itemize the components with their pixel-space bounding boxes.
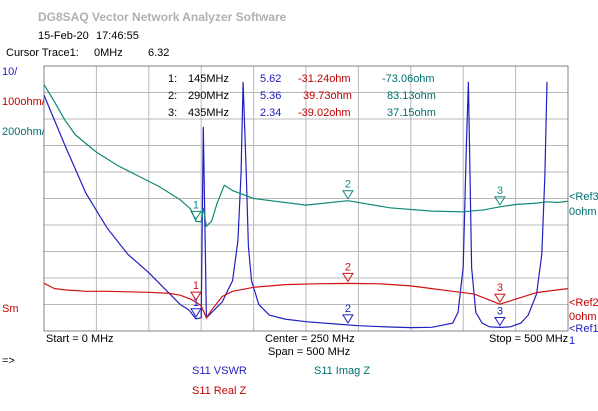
ref1-label: <Ref1 bbox=[569, 323, 598, 335]
axis-span-label: Span = 500 MHz bbox=[268, 346, 351, 358]
marker-1-freq: 145MHz bbox=[188, 73, 229, 85]
marker-2-triangle bbox=[342, 272, 354, 283]
ref2-value: 0ohm bbox=[569, 311, 597, 323]
marker-2-label: 2 bbox=[345, 261, 351, 273]
plot-frame bbox=[43, 65, 569, 332]
marker-2-label: 2 bbox=[345, 303, 351, 315]
series-line-s-imag-z bbox=[43, 84, 569, 228]
marker-1-num: 1: bbox=[168, 73, 178, 85]
ref3-value: 0ohm bbox=[569, 206, 597, 218]
scale-vswr: 10/ bbox=[2, 66, 18, 78]
marker-2-label: 2 bbox=[345, 179, 351, 191]
marker-3-label: 3 bbox=[497, 282, 503, 294]
marker-2-num: 2: bbox=[168, 90, 178, 102]
marker-2-freq: 290MHz bbox=[188, 90, 229, 102]
marker-2-vswr: 5.36 bbox=[260, 90, 282, 102]
marker-2-triangle bbox=[342, 314, 354, 324]
marker-3-vswr: 2.34 bbox=[260, 107, 282, 119]
marker-3-triangle bbox=[493, 196, 506, 206]
marker-2-triangle bbox=[342, 190, 354, 200]
marker-2-real: 39.73ohm bbox=[303, 90, 352, 102]
command-prompt-arrow: => bbox=[2, 355, 15, 367]
ref1-value: 1 bbox=[569, 335, 576, 347]
axis-stop-label: Stop = 500 MHz bbox=[489, 333, 569, 345]
legend-imag[interactable]: S11 Imag Z bbox=[314, 365, 371, 377]
marker-3-real: -39.02ohm bbox=[298, 107, 351, 119]
app-title: DG8SAQ Vector Network Analyzer Software bbox=[38, 10, 287, 24]
ref3-label: <Ref3 bbox=[569, 191, 598, 203]
marker-3-triangle bbox=[493, 316, 506, 327]
marker-1-imag: -73.06ohm bbox=[382, 73, 435, 85]
marker-1-triangle bbox=[190, 291, 202, 302]
series-line-s-vswr bbox=[43, 81, 548, 329]
marker-1-triangle bbox=[190, 308, 202, 318]
axis-start-label: Start = 0 MHz bbox=[46, 333, 114, 345]
marker-2-imag: 83.13ohm bbox=[387, 90, 436, 102]
ref2-label: <Ref2 bbox=[569, 297, 598, 309]
marker-3-label: 3 bbox=[497, 305, 503, 317]
marker-3-triangle bbox=[493, 293, 506, 304]
time-label: 17:46:55 bbox=[96, 30, 139, 42]
cursor-frequency: 0MHz bbox=[94, 47, 123, 59]
marker-1-real: -31.24ohm bbox=[298, 73, 351, 85]
scale-imag: 200ohm/ bbox=[2, 126, 45, 138]
scale-smith: Sm bbox=[2, 303, 19, 315]
cursor-trace-label: Cursor Trace1: bbox=[6, 47, 79, 59]
marker-3-label: 3 bbox=[497, 185, 503, 197]
legend-real[interactable]: S11 Real Z bbox=[192, 385, 247, 397]
series-line-s-real-z bbox=[43, 282, 569, 320]
marker-1-label: 1 bbox=[193, 199, 199, 211]
scale-real: 100ohm/ bbox=[2, 96, 45, 108]
marker-1-vswr: 5.62 bbox=[260, 73, 282, 85]
marker-3-num: 3: bbox=[168, 107, 178, 119]
marker-1-label: 1 bbox=[193, 297, 199, 309]
marker-3-freq: 435MHz bbox=[188, 107, 229, 119]
marker-3-imag: 37.15ohm bbox=[387, 107, 436, 119]
date-label: 15-Feb-20 bbox=[38, 30, 89, 42]
legend-vswr[interactable]: S11 VSWR bbox=[192, 365, 247, 377]
marker-1-triangle bbox=[190, 210, 202, 221]
marker-1-label: 1 bbox=[193, 280, 199, 292]
axis-center-label: Center = 250 MHz bbox=[265, 333, 355, 345]
cursor-value: 6.32 bbox=[148, 47, 170, 59]
